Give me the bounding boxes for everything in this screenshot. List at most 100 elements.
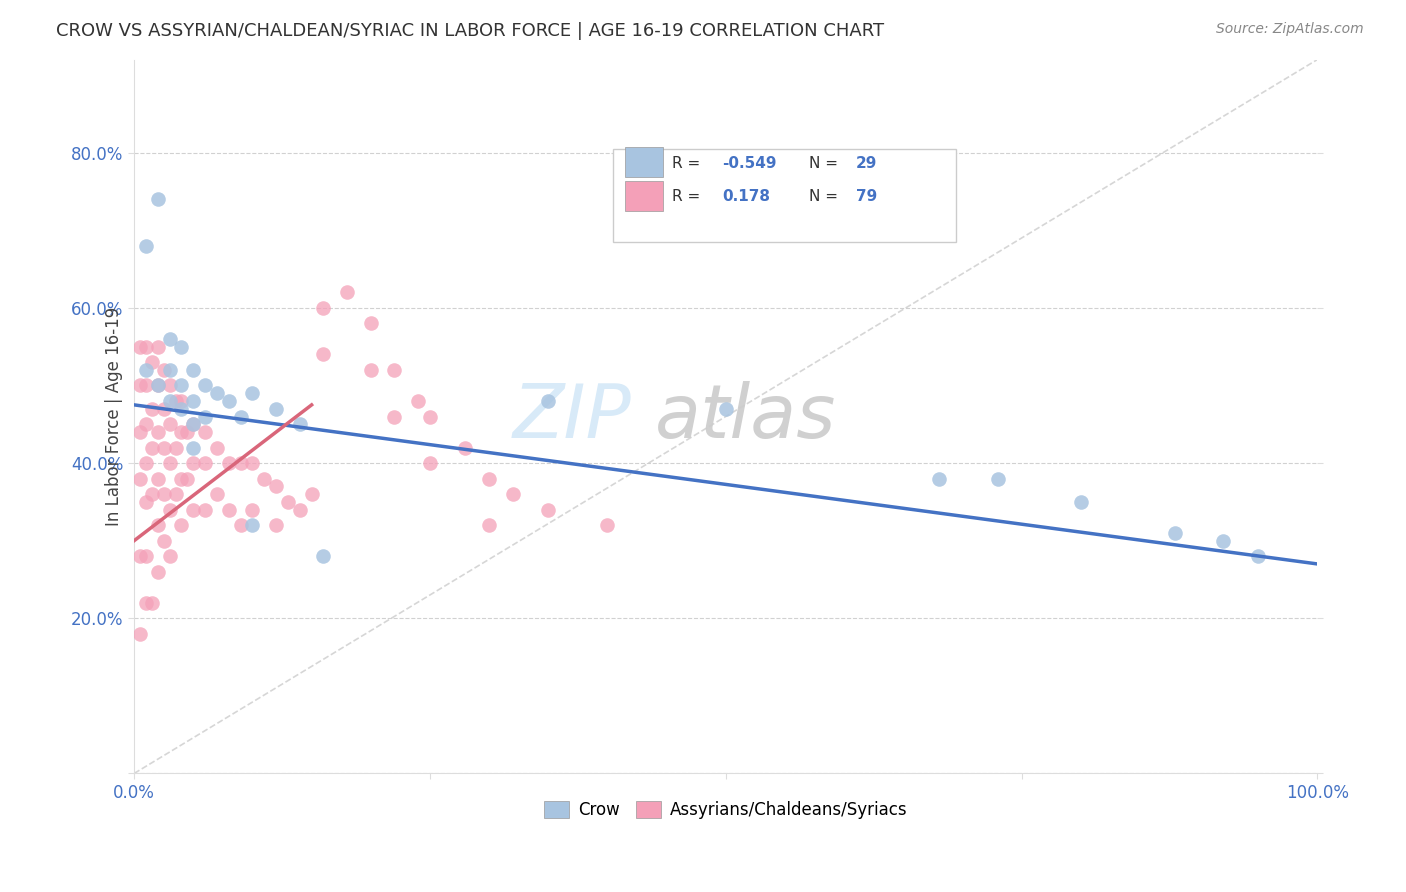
- Point: [277, 495, 299, 509]
- Point: [165, 487, 187, 501]
- Point: [141, 441, 163, 455]
- Point: [135, 456, 157, 470]
- Text: atlas: atlas: [655, 381, 837, 452]
- Point: [129, 340, 152, 354]
- Point: [502, 487, 524, 501]
- Point: [384, 409, 406, 424]
- Point: [218, 394, 240, 409]
- Point: [1247, 549, 1270, 564]
- Point: [312, 301, 335, 315]
- Point: [336, 285, 359, 300]
- Point: [205, 487, 228, 501]
- Point: [264, 518, 287, 533]
- Point: [135, 239, 157, 253]
- Text: 79: 79: [856, 189, 877, 204]
- Point: [141, 487, 163, 501]
- Point: [312, 347, 335, 361]
- Point: [159, 363, 181, 377]
- Point: [146, 378, 169, 392]
- Point: [159, 502, 181, 516]
- Point: [170, 378, 193, 392]
- Point: [242, 502, 264, 516]
- Point: [135, 417, 157, 432]
- Text: CROW VS ASSYRIAN/CHALDEAN/SYRIAC IN LABOR FORCE | AGE 16-19 CORRELATION CHART: CROW VS ASSYRIAN/CHALDEAN/SYRIAC IN LABO…: [56, 22, 884, 40]
- Text: ZIP: ZIP: [512, 381, 631, 452]
- Point: [596, 518, 619, 533]
- Point: [181, 417, 204, 432]
- Text: N =: N =: [808, 155, 838, 170]
- Point: [181, 363, 204, 377]
- Point: [301, 487, 323, 501]
- Text: -0.549: -0.549: [723, 155, 776, 170]
- Point: [419, 456, 441, 470]
- Point: [152, 363, 174, 377]
- Point: [181, 502, 204, 516]
- Point: [181, 417, 204, 432]
- Point: [129, 425, 152, 439]
- Point: [170, 394, 193, 409]
- Text: 29: 29: [856, 155, 877, 170]
- FancyBboxPatch shape: [626, 147, 664, 178]
- Y-axis label: In Labor Force | Age 16-19: In Labor Force | Age 16-19: [105, 307, 124, 526]
- Point: [146, 565, 169, 579]
- Point: [312, 549, 335, 564]
- Point: [176, 472, 198, 486]
- Point: [170, 340, 193, 354]
- Point: [229, 456, 252, 470]
- Point: [159, 456, 181, 470]
- Point: [384, 363, 406, 377]
- Text: N =: N =: [808, 189, 838, 204]
- FancyBboxPatch shape: [626, 181, 664, 211]
- Point: [194, 378, 217, 392]
- Point: [360, 363, 382, 377]
- Point: [152, 487, 174, 501]
- Point: [129, 549, 152, 564]
- Point: [454, 441, 477, 455]
- Point: [714, 401, 737, 416]
- Point: [146, 378, 169, 392]
- Point: [242, 518, 264, 533]
- FancyBboxPatch shape: [613, 149, 956, 242]
- Point: [141, 355, 163, 369]
- Point: [159, 394, 181, 409]
- Text: R =: R =: [672, 155, 700, 170]
- Point: [170, 425, 193, 439]
- Point: [478, 472, 501, 486]
- Point: [928, 472, 950, 486]
- Point: [152, 533, 174, 548]
- Point: [141, 401, 163, 416]
- Text: 0.178: 0.178: [723, 189, 770, 204]
- Point: [152, 441, 174, 455]
- Point: [181, 441, 204, 455]
- Point: [129, 378, 152, 392]
- Point: [165, 394, 187, 409]
- Point: [135, 549, 157, 564]
- Point: [987, 472, 1010, 486]
- Point: [288, 502, 311, 516]
- Point: [194, 456, 217, 470]
- Point: [165, 441, 187, 455]
- Point: [135, 596, 157, 610]
- Point: [218, 502, 240, 516]
- Point: [194, 409, 217, 424]
- Point: [152, 401, 174, 416]
- Point: [170, 472, 193, 486]
- Point: [229, 409, 252, 424]
- Point: [159, 378, 181, 392]
- Point: [205, 441, 228, 455]
- Point: [135, 340, 157, 354]
- Point: [242, 386, 264, 401]
- Point: [146, 340, 169, 354]
- Point: [253, 472, 276, 486]
- Point: [264, 479, 287, 493]
- Point: [181, 456, 204, 470]
- Point: [1164, 525, 1187, 540]
- Point: [135, 495, 157, 509]
- Point: [146, 192, 169, 206]
- Point: [288, 417, 311, 432]
- Point: [194, 425, 217, 439]
- Point: [141, 596, 163, 610]
- Point: [264, 401, 287, 416]
- Point: [242, 456, 264, 470]
- Point: [229, 518, 252, 533]
